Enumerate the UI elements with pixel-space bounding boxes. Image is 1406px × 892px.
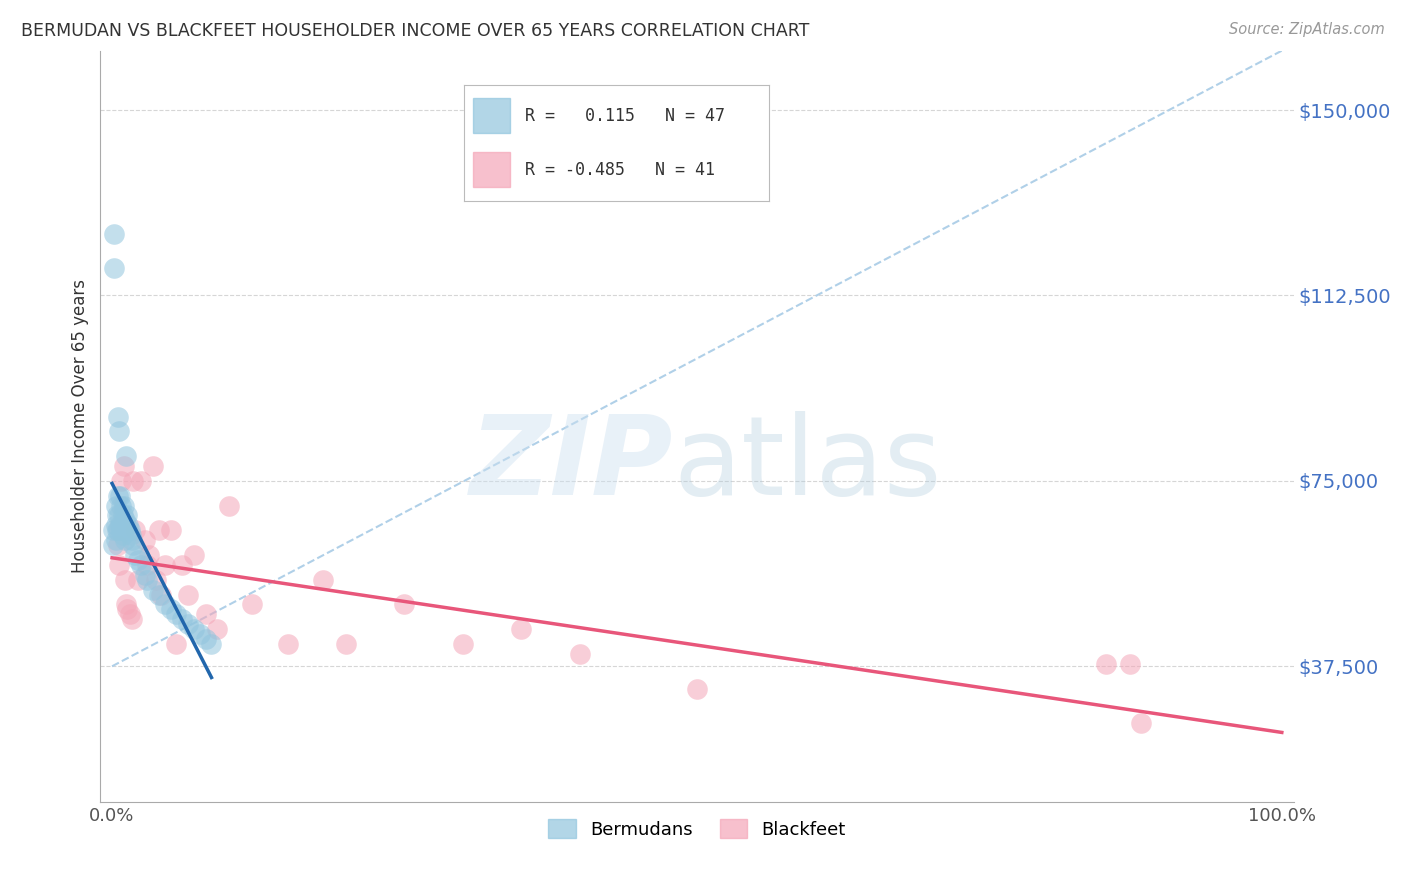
Point	[153, 598, 176, 612]
Point	[108, 508, 131, 523]
Point	[103, 261, 125, 276]
Point	[104, 518, 127, 533]
Point	[103, 538, 125, 552]
Point	[394, 598, 416, 612]
Point	[510, 622, 533, 636]
Point	[159, 524, 181, 538]
Point	[129, 558, 152, 572]
Point	[115, 598, 138, 612]
Point	[114, 573, 136, 587]
Point	[172, 612, 194, 626]
Point	[117, 602, 139, 616]
Point	[124, 548, 146, 562]
Point	[165, 607, 187, 622]
Point	[117, 518, 139, 533]
Point	[107, 409, 129, 424]
Point	[118, 607, 141, 622]
Point	[127, 573, 149, 587]
Point	[568, 647, 591, 661]
Point	[104, 499, 127, 513]
Point	[194, 632, 217, 646]
Point	[114, 513, 136, 527]
Point	[1119, 657, 1142, 671]
Point	[136, 573, 159, 587]
Point	[142, 458, 165, 473]
Point	[335, 637, 357, 651]
Point	[111, 508, 134, 523]
Point	[108, 558, 131, 572]
Point	[105, 524, 128, 538]
Point	[118, 524, 141, 538]
Point	[103, 524, 125, 538]
Point	[138, 548, 160, 562]
Y-axis label: Householder Income Over 65 years: Householder Income Over 65 years	[72, 279, 89, 574]
Point	[107, 538, 129, 552]
Point	[134, 567, 156, 582]
Text: BERMUDAN VS BLACKFEET HOUSEHOLDER INCOME OVER 65 YEARS CORRELATION CHART: BERMUDAN VS BLACKFEET HOUSEHOLDER INCOME…	[21, 22, 810, 40]
Point	[200, 637, 222, 651]
Point	[177, 588, 200, 602]
Point	[188, 627, 211, 641]
Point	[194, 607, 217, 622]
Point	[121, 533, 143, 548]
Point	[159, 602, 181, 616]
Text: ZIP: ZIP	[470, 410, 673, 517]
Point	[112, 458, 135, 473]
Point	[110, 474, 132, 488]
Point	[1130, 716, 1153, 731]
Point	[451, 637, 474, 651]
Legend: Bermudans, Blackfeet: Bermudans, Blackfeet	[541, 812, 852, 846]
Point	[134, 533, 156, 548]
Text: atlas: atlas	[673, 410, 942, 517]
Point	[110, 524, 132, 538]
Point	[218, 499, 240, 513]
Point	[207, 622, 229, 636]
Point	[150, 588, 173, 602]
Point	[121, 612, 143, 626]
Point	[110, 499, 132, 513]
Point	[276, 637, 298, 651]
Point	[177, 617, 200, 632]
Point	[107, 489, 129, 503]
Point	[148, 524, 170, 538]
Point	[1095, 657, 1118, 671]
Point	[165, 637, 187, 651]
Point	[172, 558, 194, 572]
Point	[108, 425, 131, 439]
Point	[114, 533, 136, 548]
Point	[136, 558, 159, 572]
Point	[111, 528, 134, 542]
Point	[124, 524, 146, 538]
Point	[120, 528, 142, 542]
Point	[103, 227, 125, 241]
Point	[183, 548, 205, 562]
Point	[122, 538, 145, 552]
Point	[311, 573, 333, 587]
Point	[110, 518, 132, 533]
Point	[129, 474, 152, 488]
Point	[242, 598, 264, 612]
Point	[148, 588, 170, 602]
Point	[105, 508, 128, 523]
Point	[127, 553, 149, 567]
Point	[107, 524, 129, 538]
Point	[117, 508, 139, 523]
Point	[153, 558, 176, 572]
Point	[112, 524, 135, 538]
Point	[122, 474, 145, 488]
Point	[110, 489, 132, 503]
Point	[145, 573, 167, 587]
Point	[115, 449, 138, 463]
Text: Source: ZipAtlas.com: Source: ZipAtlas.com	[1229, 22, 1385, 37]
Point	[142, 582, 165, 597]
Point	[686, 681, 709, 696]
Point	[183, 622, 205, 636]
Point	[112, 499, 135, 513]
Point	[104, 533, 127, 548]
